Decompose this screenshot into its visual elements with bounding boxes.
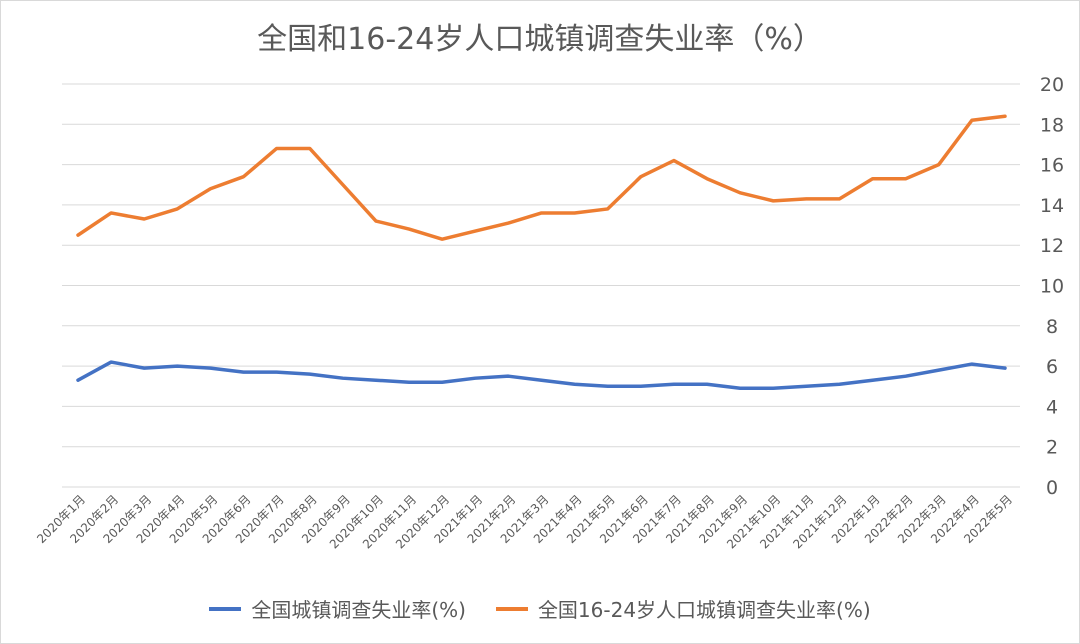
legend: 全国城镇调查失业率(%) 全国16-24岁人口城镇调查失业率(%) (0, 594, 1080, 623)
y-tick-label: 8 (1046, 316, 1058, 338)
series-line-youth (76, 114, 1007, 241)
legend-label-youth: 全国16-24岁人口城镇调查失业率(%) (537, 598, 871, 622)
series-line-national (76, 360, 1007, 391)
y-tick-label: 10 (1040, 276, 1064, 298)
y-tick-label: 20 (1040, 74, 1064, 96)
legend-item-youth: 全国16-24岁人口城镇调查失业率(%) (495, 594, 871, 623)
legend-label-national: 全国城镇调查失业率(%) (251, 598, 466, 622)
legend-item-national: 全国城镇调查失业率(%) (209, 594, 466, 623)
legend-swatch-national (209, 606, 242, 611)
chart-title: 全国和16-24岁人口城镇调查失业率（%） (257, 22, 823, 57)
legend-swatch-youth (495, 606, 528, 611)
y-tick-label: 12 (1040, 235, 1064, 257)
y-tick-label: 4 (1046, 396, 1058, 418)
y-tick-label: 2 (1046, 437, 1058, 459)
y-tick-label: 14 (1040, 195, 1064, 217)
y-tick-label: 16 (1040, 155, 1064, 177)
y-tick-label: 0 (1046, 477, 1058, 499)
y-tick-label: 18 (1040, 114, 1064, 136)
y-tick-label: 6 (1046, 356, 1058, 378)
